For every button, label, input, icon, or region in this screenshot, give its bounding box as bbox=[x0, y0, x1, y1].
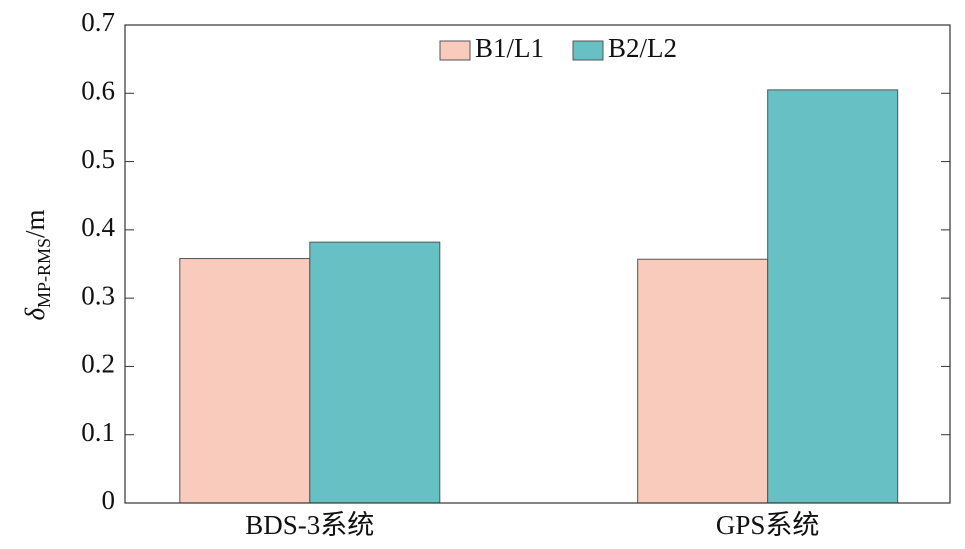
bar bbox=[179, 258, 311, 504]
legend-label: B2/L2 bbox=[608, 33, 677, 63]
y-axis-label: δMP-RMS/m bbox=[20, 209, 54, 320]
y-tick-label: 0.6 bbox=[81, 75, 115, 105]
bar bbox=[637, 258, 769, 504]
y-tick-label: 0.7 bbox=[81, 7, 115, 37]
legend-swatch bbox=[439, 40, 471, 61]
x-tick-label: BDS-3系统 bbox=[245, 510, 374, 540]
y-label-unit: /m bbox=[20, 209, 50, 238]
x-tick-label: GPS系统 bbox=[716, 510, 820, 540]
y-tick-label: 0.4 bbox=[81, 212, 115, 242]
y-tick-label: 0.3 bbox=[81, 280, 115, 310]
plot-frame bbox=[124, 24, 951, 504]
y-tick-label: 0.1 bbox=[81, 417, 115, 447]
y-tick-label: 0.2 bbox=[81, 349, 115, 379]
y-tick-label: 0 bbox=[102, 485, 116, 515]
bar bbox=[767, 89, 899, 504]
bar bbox=[309, 241, 441, 504]
legend-label: B1/L1 bbox=[475, 33, 544, 63]
y-tick-label: 0.5 bbox=[81, 144, 115, 174]
legend-swatch bbox=[572, 40, 604, 61]
y-label-symbol: δ bbox=[20, 308, 50, 321]
y-label-subscript: MP-RMS bbox=[34, 238, 54, 308]
